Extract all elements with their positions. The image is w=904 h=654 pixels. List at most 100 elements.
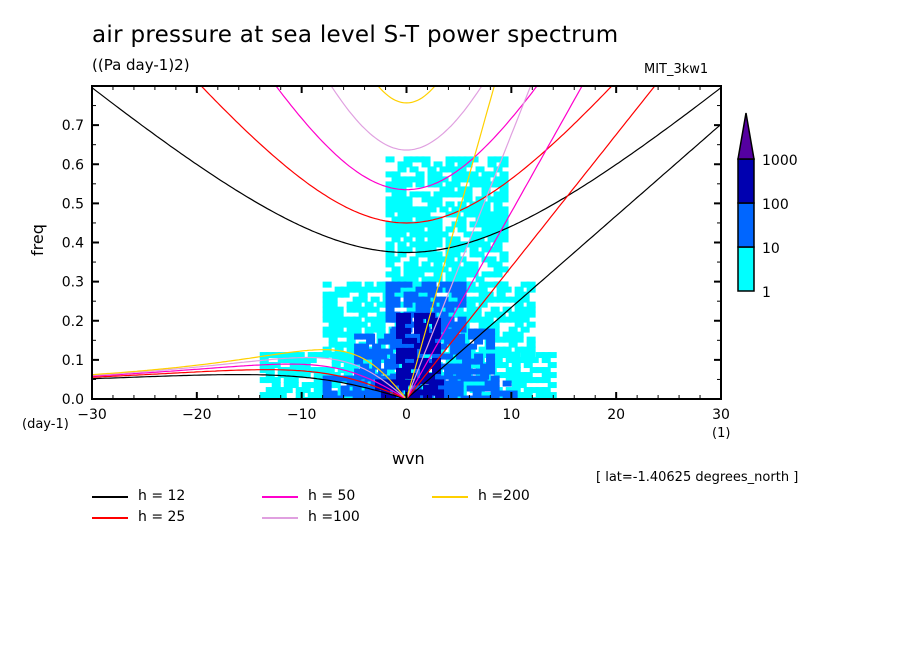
spectrum-cell	[484, 281, 494, 288]
spectrum-cell	[496, 336, 506, 343]
spectrum-cell	[385, 231, 395, 238]
spectrum-cell	[502, 286, 512, 293]
spectrum-cell	[451, 357, 461, 364]
spectrum-cell	[420, 377, 430, 384]
spectrum-cell	[414, 312, 424, 319]
spectrum-cell	[271, 392, 281, 399]
spectrum-cell	[378, 353, 388, 360]
spectrum-cell	[322, 351, 332, 358]
spectrum-cell	[474, 353, 484, 360]
spectrum-cell	[352, 301, 362, 308]
spectrum-cell	[486, 358, 496, 365]
spectrum-cell	[415, 181, 425, 188]
spectrum-cell	[433, 226, 443, 233]
spectrum-cell	[480, 368, 490, 375]
spectrum-cell	[334, 341, 344, 348]
spectrum-cell	[307, 357, 317, 364]
spectrum-cell	[547, 382, 557, 389]
spectrum-cell	[277, 387, 287, 394]
spectrum-cell	[277, 397, 287, 399]
spectrum-cell	[391, 286, 401, 293]
spectrum-cell	[511, 362, 521, 369]
inertia-gravity-curve	[92, 87, 721, 254]
spectrum-cell	[376, 281, 386, 288]
spectrum-cell	[451, 176, 461, 183]
spectrum-cell	[421, 286, 431, 293]
rossby-wave-curve	[92, 374, 407, 399]
spectrum-cell	[385, 367, 395, 374]
spectrum-cell	[328, 336, 338, 343]
spectrum-cell	[334, 346, 344, 353]
spectrum-cell	[385, 281, 395, 288]
spectrum-cell	[415, 301, 425, 308]
spectrum-cell	[391, 231, 401, 238]
spectrum-cell	[402, 362, 412, 369]
spectrum-cell	[514, 296, 524, 303]
spectrum-cell	[415, 236, 425, 243]
spectrum-cell	[325, 367, 335, 374]
spectrum-cell	[295, 352, 305, 359]
spectrum-cell	[403, 321, 413, 328]
spectrum-cell	[435, 389, 445, 396]
spectrum-cell	[484, 395, 494, 399]
dispersion-curve-h25	[92, 86, 656, 399]
spectrum-cell	[397, 226, 407, 233]
spectrum-cell	[478, 296, 488, 303]
spectrum-cell	[454, 390, 464, 397]
spectrum-cell	[385, 311, 395, 318]
power-spectrum-contours	[259, 156, 557, 399]
spectrum-cell	[283, 357, 293, 364]
spectrum-cell	[328, 390, 338, 397]
spectrum-cell	[426, 347, 436, 354]
spectrum-cell	[484, 380, 494, 387]
spectrum-cell	[385, 221, 395, 228]
spectrum-cell	[328, 316, 338, 323]
spectrum-cell	[352, 390, 362, 397]
spectrum-cell	[427, 251, 437, 258]
spectrum-cell	[322, 281, 332, 288]
spectrum-cell	[460, 331, 470, 338]
spectrum-cell	[451, 281, 461, 288]
spectrum-cell	[427, 241, 437, 248]
spectrum-cell	[397, 196, 407, 203]
spectrum-cell	[340, 375, 350, 382]
spectrum-cell	[454, 380, 464, 387]
kelvin-wave-curve	[405, 86, 495, 399]
spectrum-cell	[376, 286, 386, 293]
spectrum-cell	[481, 271, 491, 278]
spectrum-cell	[277, 372, 287, 379]
spectrum-cell	[393, 389, 403, 396]
spectrum-cell	[352, 286, 362, 293]
spectrum-cell	[475, 181, 485, 188]
spectrum-cell	[523, 357, 533, 364]
spectrum-cell	[409, 271, 419, 278]
spectrum-cell	[399, 384, 409, 391]
spectrum-cell	[514, 336, 524, 343]
spectrum-cell	[376, 301, 386, 308]
spectrum-cell	[475, 276, 485, 283]
spectrum-cell	[487, 246, 497, 253]
spectrum-cell	[328, 375, 338, 382]
spectrum-cell	[415, 156, 425, 163]
y-axis-units: (day-1)	[22, 417, 69, 432]
spectrum-cell	[493, 216, 503, 223]
rossby-wave-curve	[92, 369, 407, 399]
spectrum-cell	[493, 271, 503, 278]
spectrum-cell	[409, 256, 419, 263]
spectrum-cell	[517, 377, 527, 384]
spectrum-cell	[469, 176, 479, 183]
spectrum-cell	[340, 390, 350, 397]
spectrum-cell	[385, 271, 395, 278]
spectrum-cell	[283, 372, 293, 379]
spectrum-cell	[322, 375, 332, 382]
spectrum-cell	[343, 367, 353, 374]
spectrum-cell	[427, 281, 437, 288]
spectrum-cell	[394, 291, 404, 298]
spectrum-cell	[444, 368, 454, 375]
legend-swatch	[432, 496, 468, 498]
spectrum-cell	[390, 363, 400, 370]
dispersion-curves	[92, 86, 721, 399]
spectrum-cell	[457, 191, 467, 198]
spectrum-cell	[478, 291, 488, 298]
spectrum-cell	[391, 256, 401, 263]
